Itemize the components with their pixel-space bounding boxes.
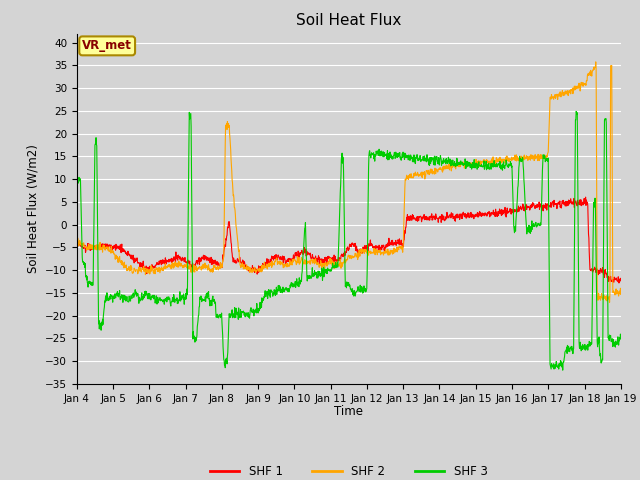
SHF 1 [617,276,625,281]
SHF 1 [615,280,623,286]
SHF 2 [592,59,600,65]
SHF 2 [605,300,613,305]
SHF 1 [383,241,390,247]
SHF 2 [115,258,123,264]
SHF 3 [73,184,81,190]
SHF 1 [582,194,589,200]
SHF 2 [73,240,81,245]
SHF 2 [304,261,312,266]
Line: SHF 1: SHF 1 [77,197,621,283]
SHF 3 [559,367,566,373]
SHF 3 [304,276,312,281]
Line: SHF 2: SHF 2 [77,62,621,302]
X-axis label: Time: Time [334,405,364,418]
SHF 2 [137,268,145,274]
SHF 1 [137,264,145,270]
SHF 1 [115,246,123,252]
SHF 2 [315,263,323,268]
SHF 2 [617,291,625,297]
Y-axis label: Soil Heat Flux (W/m2): Soil Heat Flux (W/m2) [26,144,40,273]
SHF 3 [115,290,123,296]
SHF 3 [315,273,323,279]
Line: SHF 3: SHF 3 [77,111,621,370]
Legend: SHF 1, SHF 2, SHF 3: SHF 1, SHF 2, SHF 3 [205,461,492,480]
SHF 3 [383,151,390,157]
SHF 2 [325,261,333,267]
SHF 3 [325,267,333,273]
SHF 3 [137,295,145,301]
SHF 3 [572,108,580,114]
Title: Soil Heat Flux: Soil Heat Flux [296,13,401,28]
SHF 1 [304,252,312,257]
SHF 1 [315,256,323,262]
SHF 2 [383,249,390,254]
Text: VR_met: VR_met [82,39,132,52]
SHF 1 [325,255,333,261]
SHF 1 [73,240,81,245]
SHF 3 [617,334,625,340]
